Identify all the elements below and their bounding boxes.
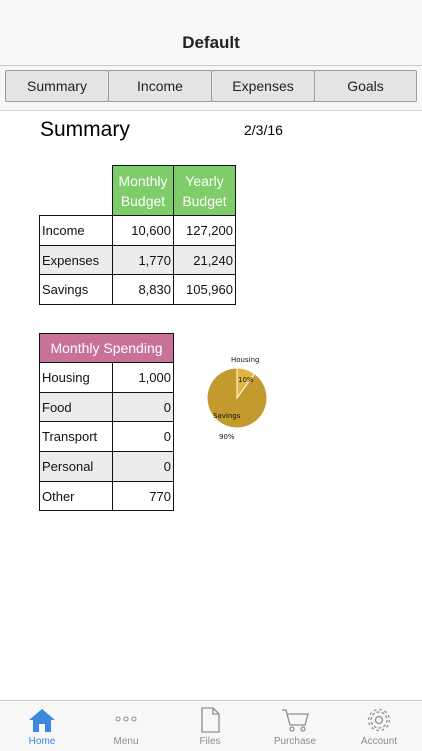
pie-svg [206, 367, 268, 429]
budget-table-grid [39, 165, 236, 305]
row-label-expenses: Expenses [40, 246, 112, 274]
spending-header: Monthly Spending [40, 334, 173, 362]
row-label-housing: Housing [42, 370, 90, 385]
pie-label-savings-name: Savings [213, 412, 241, 420]
savings-monthly-value: 8,830 [138, 282, 171, 297]
file-icon [201, 707, 220, 733]
tab-expenses[interactable]: Expenses [211, 70, 315, 102]
col-header-monthly-budget: Monthly Budget [113, 166, 173, 215]
income-monthly-value: 10,600 [131, 223, 171, 238]
transport-value: 0 [163, 429, 171, 444]
pie-label-housing-name: Housing [231, 356, 260, 364]
income-yearly-value: 127,200 [186, 223, 233, 238]
housing-value: 1,000 [138, 370, 171, 385]
expenses-monthly-value: 1,770 [113, 246, 173, 274]
tab-income[interactable]: Income [108, 70, 212, 102]
cart-icon [282, 709, 309, 732]
nav-account-label: Account [360, 736, 398, 747]
nav-account[interactable]: Account [337, 701, 421, 751]
tab-goals[interactable]: Goals [314, 70, 417, 102]
nav-files-label: Files [199, 736, 221, 747]
pie-label-housing-pct: 10% [238, 376, 254, 384]
row-label-transport: Transport [42, 429, 98, 444]
menu-dots-icon [115, 716, 137, 722]
personal-value: 0 [113, 452, 173, 481]
tab-summary[interactable]: Summary [5, 70, 109, 102]
food-value: 0 [113, 393, 173, 421]
tab-bar: Summary Income Expenses Goals [0, 66, 422, 111]
gear-icon [367, 708, 391, 732]
expenses-yearly-value: 21,240 [174, 246, 235, 274]
summary-heading: Summary [40, 118, 130, 141]
nav-menu-label: Menu [113, 736, 139, 747]
other-value: 770 [149, 488, 171, 504]
row-label-savings: Savings [42, 282, 89, 297]
top-bar: Default [0, 0, 422, 66]
nav-home[interactable]: Home [0, 701, 84, 751]
pie-label-savings-pct: 90% [219, 433, 235, 441]
row-label-food: Food [40, 393, 112, 421]
row-label-other: Other [42, 488, 75, 504]
pie-slice-savings [206, 367, 268, 429]
row-label-personal: Personal [40, 452, 112, 481]
page-title: Default [182, 33, 240, 52]
bottom-tab-bar: Home Menu Files Purchase Account [0, 700, 422, 751]
nav-files[interactable]: Files [168, 701, 252, 751]
nav-purchase[interactable]: Purchase [253, 701, 337, 751]
row-label-income: Income [42, 223, 85, 238]
nav-purchase-label: Purchase [273, 736, 317, 747]
savings-yearly-value: 105,960 [186, 282, 233, 297]
nav-menu[interactable]: Menu [84, 701, 168, 751]
home-icon [29, 709, 55, 732]
col-header-yearly-budget: Yearly Budget [174, 166, 235, 215]
nav-home-label: Home [28, 736, 56, 747]
spending-table-grid [39, 333, 174, 511]
summary-date: 2/3/16 [244, 122, 283, 138]
